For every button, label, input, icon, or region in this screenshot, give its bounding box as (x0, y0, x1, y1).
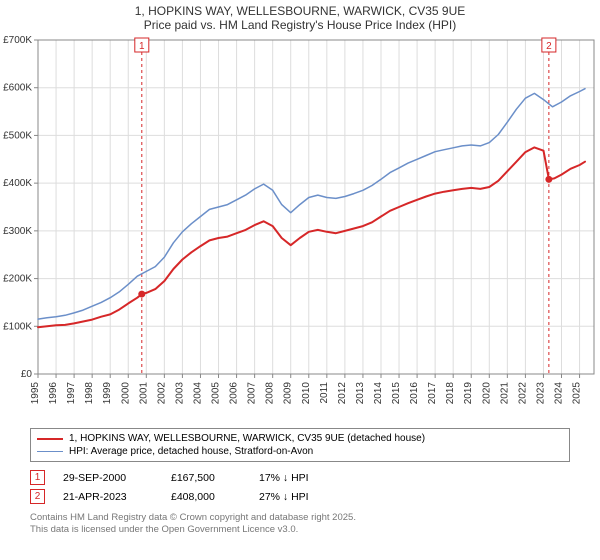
svg-text:£500K: £500K (3, 130, 32, 141)
svg-text:2019: 2019 (463, 382, 474, 405)
svg-text:1996: 1996 (48, 382, 59, 405)
marker-row: 2 21-APR-2023 £408,000 27% ↓ HPI (30, 487, 570, 506)
marker-delta: 27% ↓ HPI (259, 491, 309, 503)
chart-container: 1, HOPKINS WAY, WELLESBOURNE, WARWICK, C… (0, 0, 600, 560)
svg-text:2008: 2008 (265, 382, 276, 405)
svg-text:£200K: £200K (3, 274, 32, 285)
title-line2: Price paid vs. HM Land Registry's House … (0, 18, 600, 32)
legend-swatch (37, 451, 63, 452)
svg-text:2016: 2016 (409, 382, 420, 405)
svg-text:1999: 1999 (102, 382, 113, 405)
legend: 1, HOPKINS WAY, WELLESBOURNE, WARWICK, C… (30, 428, 570, 462)
svg-text:1998: 1998 (84, 382, 95, 405)
svg-text:2010: 2010 (301, 382, 312, 405)
line-chart-svg: £0 £100K £200K £300K £400K £500K £600K £700K 199… (0, 34, 600, 424)
svg-text:2: 2 (546, 41, 552, 52)
chart-area: £0 £100K £200K £300K £400K £500K £600K £700K 199… (0, 34, 600, 424)
svg-text:£300K: £300K (3, 226, 32, 237)
svg-text:1997: 1997 (66, 382, 77, 405)
attribution-line1: Contains HM Land Registry data © Crown c… (30, 512, 570, 524)
svg-text:2003: 2003 (174, 382, 185, 405)
svg-text:2002: 2002 (156, 382, 167, 405)
svg-text:2023: 2023 (535, 382, 546, 405)
marker-badge: 2 (30, 489, 45, 504)
svg-text:2012: 2012 (337, 382, 348, 405)
svg-text:1995: 1995 (30, 382, 41, 405)
chart-title: 1, HOPKINS WAY, WELLESBOURNE, WARWICK, C… (0, 0, 600, 34)
marker-date: 21-APR-2023 (63, 491, 153, 503)
svg-text:£100K: £100K (3, 321, 32, 332)
title-line1: 1, HOPKINS WAY, WELLESBOURNE, WARWICK, C… (0, 4, 600, 18)
svg-text:1: 1 (139, 41, 145, 52)
svg-text:£700K: £700K (3, 35, 32, 46)
svg-text:£0: £0 (21, 369, 33, 380)
svg-text:2005: 2005 (211, 382, 222, 405)
svg-text:2004: 2004 (192, 382, 203, 405)
svg-text:2014: 2014 (373, 382, 384, 405)
legend-label: 1, HOPKINS WAY, WELLESBOURNE, WARWICK, C… (69, 433, 425, 444)
svg-text:2001: 2001 (138, 382, 149, 405)
marker-badge: 1 (30, 470, 45, 485)
svg-text:2021: 2021 (499, 382, 510, 405)
legend-row: 1, HOPKINS WAY, WELLESBOURNE, WARWICK, C… (37, 432, 563, 445)
svg-text:2022: 2022 (517, 382, 528, 405)
svg-text:£600K: £600K (3, 83, 32, 94)
svg-text:2006: 2006 (229, 382, 240, 405)
svg-text:2015: 2015 (391, 382, 402, 405)
legend-swatch (37, 438, 63, 440)
svg-text:£400K: £400K (3, 178, 32, 189)
markers-table: 1 29-SEP-2000 £167,500 17% ↓ HPI 2 21-APR-202… (30, 468, 570, 506)
svg-text:2013: 2013 (355, 382, 366, 405)
marker-price: £167,500 (171, 472, 241, 484)
marker-delta: 17% ↓ HPI (259, 472, 309, 484)
attribution: Contains HM Land Registry data © Crown c… (30, 512, 570, 537)
marker-row: 1 29-SEP-2000 £167,500 17% ↓ HPI (30, 468, 570, 487)
svg-text:2000: 2000 (120, 382, 131, 405)
legend-label: HPI: Average price, detached house, Stra… (69, 446, 313, 457)
svg-text:2011: 2011 (319, 382, 330, 404)
legend-row: HPI: Average price, detached house, Stra… (37, 445, 563, 458)
svg-text:2025: 2025 (572, 382, 583, 405)
svg-text:2017: 2017 (427, 382, 438, 405)
svg-text:2009: 2009 (283, 382, 294, 405)
marker-price: £408,000 (171, 491, 241, 503)
svg-text:2024: 2024 (554, 382, 565, 405)
attribution-line2: This data is licensed under the Open Gov… (30, 524, 570, 536)
marker-date: 29-SEP-2000 (63, 472, 153, 484)
svg-text:2020: 2020 (481, 382, 492, 405)
svg-text:2007: 2007 (247, 382, 258, 405)
svg-text:2018: 2018 (445, 382, 456, 405)
